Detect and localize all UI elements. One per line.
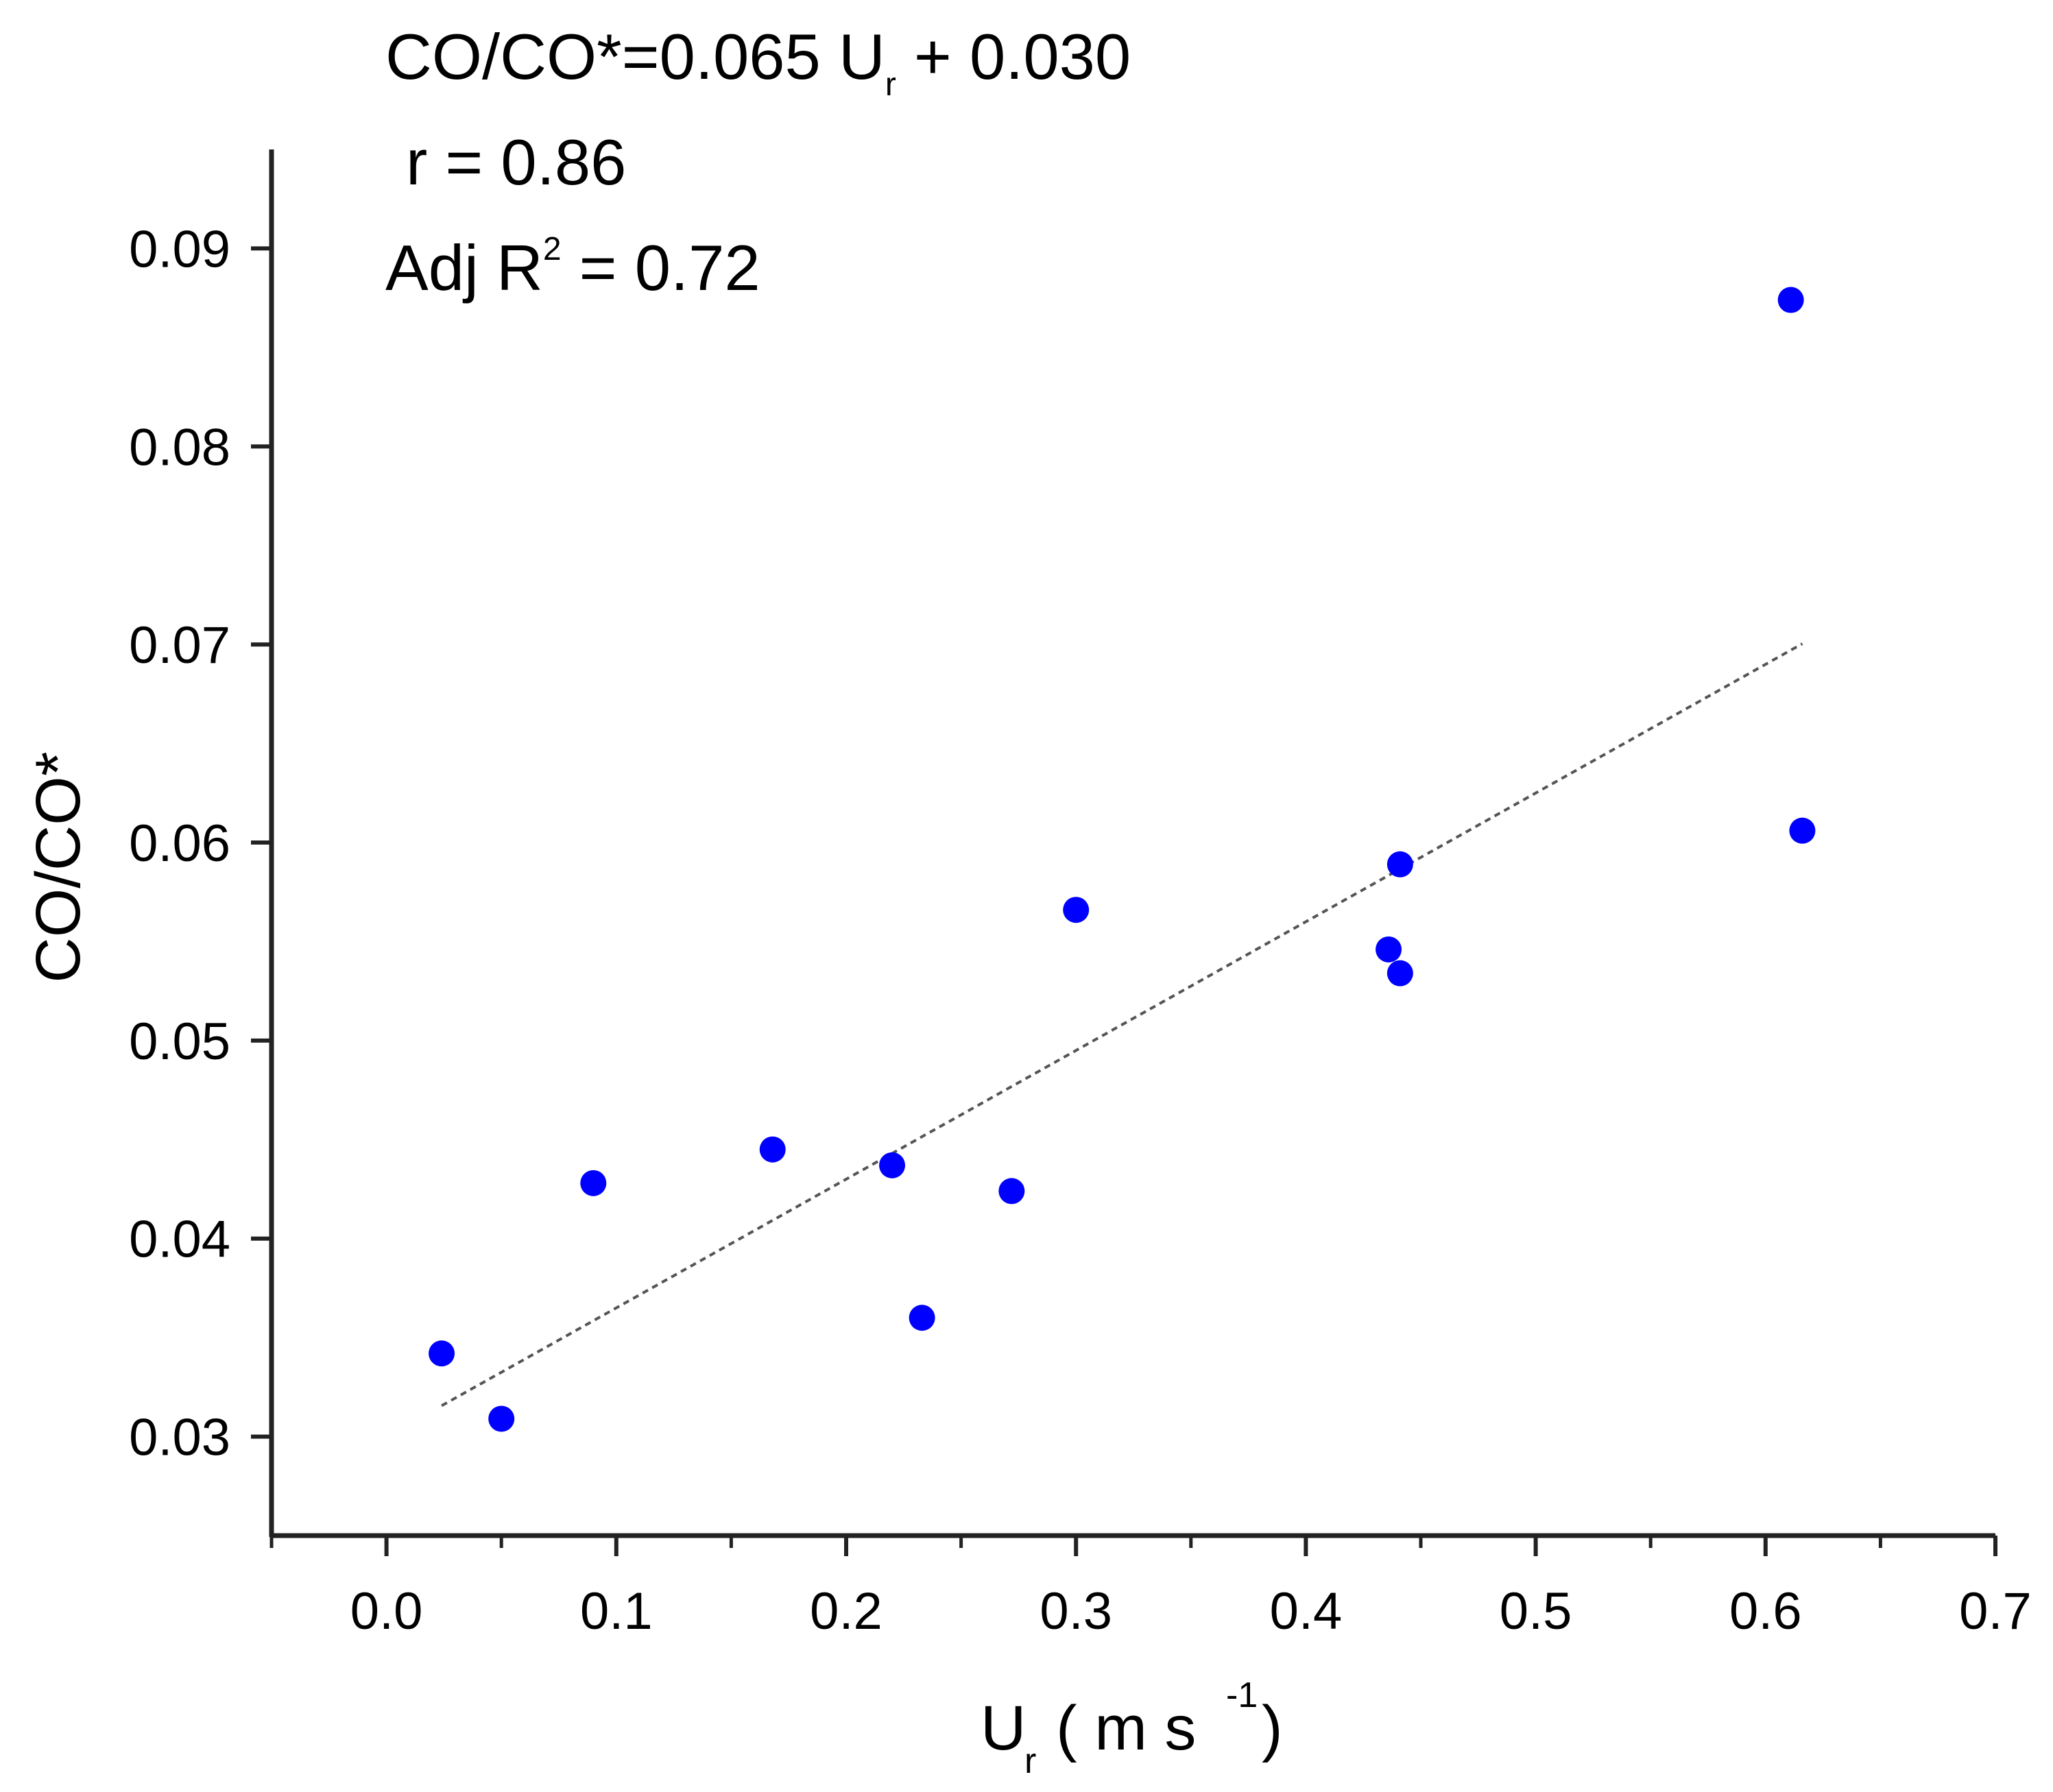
x-axis-title-main: U: [981, 1693, 1026, 1763]
adj-r2-suffix: = 0.72: [561, 232, 760, 304]
x-axis-ticks: 0.0 0.1 0.2 0.3 0.4 0.5 0.6 0.7: [269, 1536, 2032, 1640]
data-point: [1789, 817, 1816, 844]
data-point: [1063, 897, 1090, 923]
x-axis-title-close: ): [1262, 1693, 1283, 1763]
y-tick-label: 0.05: [129, 1013, 230, 1071]
fit-equation-lhs: CO/CO*=0.065 U: [385, 21, 885, 93]
data-point: [580, 1170, 607, 1196]
y-tick-label: 0.06: [129, 814, 230, 873]
y-tick-label: 0.03: [129, 1409, 230, 1467]
axes: [269, 149, 1995, 1538]
y-tick-label: 0.09: [129, 220, 230, 278]
adj-r2-superscript: 2: [542, 231, 562, 267]
y-axis-ticks: 0.03 0.04 0.05 0.06 0.07 0.08 0.09: [129, 220, 272, 1467]
fit-equation-subscript: r: [885, 66, 896, 103]
x-axis-title-superscript: -1: [1226, 1675, 1258, 1715]
data-point: [429, 1340, 455, 1367]
data-points: [429, 287, 1816, 1432]
x-tick-label: 0.2: [810, 1582, 883, 1640]
adjusted-r-squared: Adj R2 = 0.72: [385, 233, 760, 300]
regression-fit-line: [441, 642, 1803, 1407]
correlation-coefficient: r = 0.86: [406, 130, 626, 195]
y-axis-title: CO/CO*: [23, 751, 93, 982]
data-point: [909, 1305, 935, 1331]
y-tick-label: 0.04: [129, 1211, 230, 1269]
x-tick-label: 0.6: [1729, 1582, 1802, 1640]
x-axis-title-subscript: r: [1024, 1741, 1036, 1781]
y-tick-label: 0.08: [129, 418, 230, 476]
x-tick-label: 0.7: [1959, 1582, 2032, 1640]
x-tick-label: 0.5: [1500, 1582, 1572, 1640]
data-point: [1386, 960, 1413, 986]
x-tick-label: 0.0: [350, 1582, 423, 1640]
correlation-text: r = 0.86: [406, 126, 627, 198]
fit-equation: CO/CO*=0.065 Ur + 0.030: [385, 25, 1131, 101]
x-axis-title: U r ( m s -1 ): [981, 1675, 1283, 1781]
x-tick-label: 0.3: [1040, 1582, 1112, 1640]
adj-r2-prefix: Adj R: [385, 232, 543, 304]
data-point: [759, 1136, 786, 1163]
x-tick-label: 0.1: [580, 1582, 653, 1640]
data-point: [879, 1152, 906, 1178]
x-tick-label: 0.4: [1270, 1582, 1343, 1640]
x-axis-title-units: ( m s: [1056, 1693, 1196, 1763]
fit-equation-rhs: + 0.030: [896, 21, 1131, 93]
data-point: [998, 1178, 1025, 1204]
data-point: [1376, 936, 1402, 962]
data-point: [488, 1405, 515, 1432]
data-point: [1386, 851, 1413, 877]
y-tick-label: 0.07: [129, 616, 230, 675]
data-point: [1777, 287, 1804, 313]
